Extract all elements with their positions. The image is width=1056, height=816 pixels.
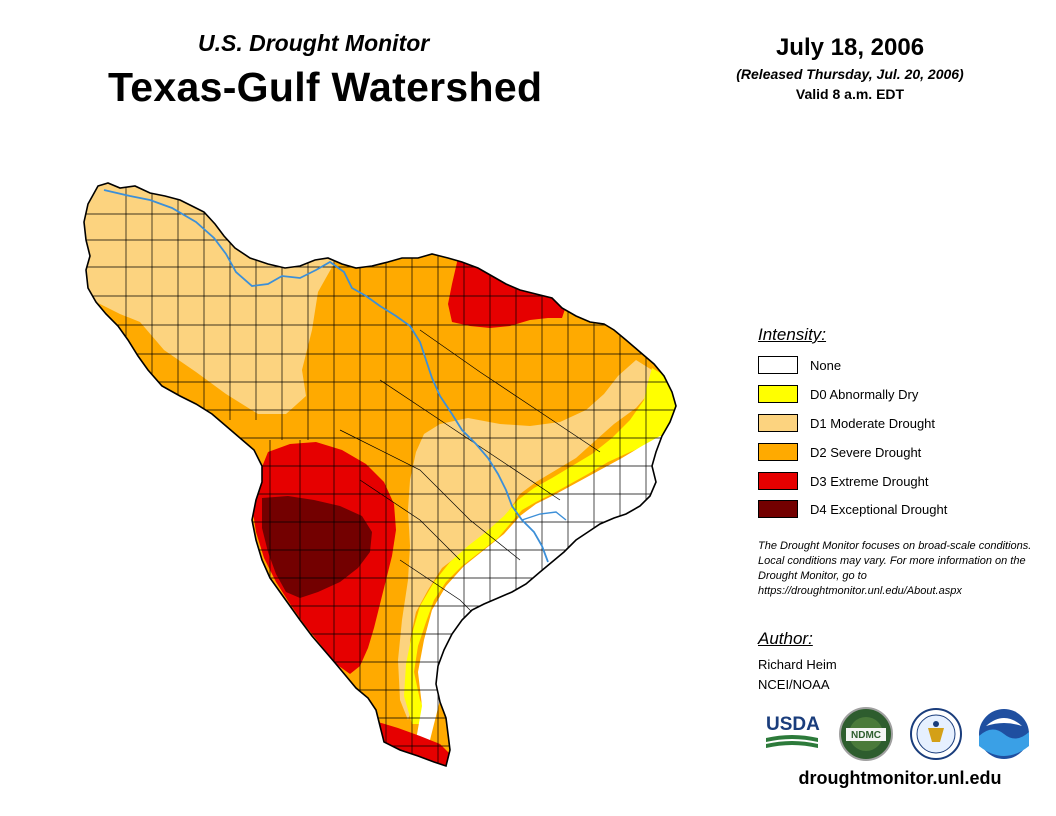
partner-logos: USDA NDMC NOAA: [766, 707, 1029, 761]
legend-label-none: None: [810, 357, 842, 373]
map-date: July 18, 2006: [775, 34, 925, 61]
legend-heading: Intensity:: [758, 325, 827, 344]
noaa-logo-text: NOAA: [994, 724, 1015, 731]
drought-map: [83, 182, 677, 768]
d4-exceptional: [262, 496, 372, 598]
map-subtitle: U.S. Drought Monitor: [198, 30, 430, 56]
legend-item-d2: D2 Severe Drought: [758, 441, 921, 463]
date-block: July 18, 2006 (Released Thursday, Jul. 2…: [700, 34, 1000, 102]
drought-areas: [84, 183, 676, 766]
legend-swatch-d1: [758, 414, 798, 432]
author-name: Richard Heim: [758, 657, 837, 672]
legend-swatch-d4: [758, 500, 798, 518]
usda-logo: USDA: [766, 714, 820, 748]
author-heading: Author:: [758, 629, 813, 648]
valid-time: Valid 8 a.m. EDT: [795, 86, 905, 102]
county-boundaries: [84, 183, 676, 766]
d3-extreme-northeast: [448, 258, 566, 328]
d0-abnormally-dry: [404, 368, 676, 724]
website-url[interactable]: droughtmonitor.unl.edu: [798, 768, 1002, 788]
usda-logo-text: USDA: [766, 714, 820, 735]
noaa-logo: NOAA: [979, 709, 1029, 759]
watershed-boundary: [83, 182, 677, 768]
legend-item-d1: D1 Moderate Drought: [758, 412, 935, 434]
legend-item-d0: D0 Abnormally Dry: [758, 383, 918, 405]
legend-swatch-d3: [758, 472, 798, 490]
legend-item-none: None: [758, 354, 841, 376]
d3-extreme-south-tip: [374, 722, 452, 766]
d1-moderate-central: [398, 360, 652, 720]
legend-label-d4: D4 Exceptional Drought: [810, 501, 948, 517]
release-date: (Released Thursday, Jul. 20, 2006): [736, 66, 964, 82]
river-branch: [521, 511, 567, 521]
legend-item-d4: D4 Exceptional Drought: [758, 498, 947, 520]
legend-swatch-d2: [758, 443, 798, 461]
legend-label-d1: D1 Moderate Drought: [810, 415, 936, 431]
main-river: [103, 189, 549, 563]
legend-label-d0: D0 Abnormally Dry: [810, 386, 919, 402]
author-org: NCEI/NOAA: [758, 677, 830, 692]
map-title: Texas-Gulf Watershed: [108, 64, 543, 110]
legend-swatch-none: [758, 356, 798, 374]
legend-item-d3: D3 Extreme Drought: [758, 470, 929, 492]
legend-label-d3: D3 Extreme Drought: [810, 473, 929, 489]
ndmc-logo-text: NDMC: [851, 730, 881, 741]
legend-swatch-d0: [758, 385, 798, 403]
legend-label-d2: D2 Severe Drought: [810, 444, 922, 460]
ndmc-logo: NDMC: [839, 707, 893, 761]
doc-seal-logo: [910, 708, 962, 760]
disclaimer-text: The Drought Monitor focuses on broad-sca…: [758, 540, 1032, 597]
